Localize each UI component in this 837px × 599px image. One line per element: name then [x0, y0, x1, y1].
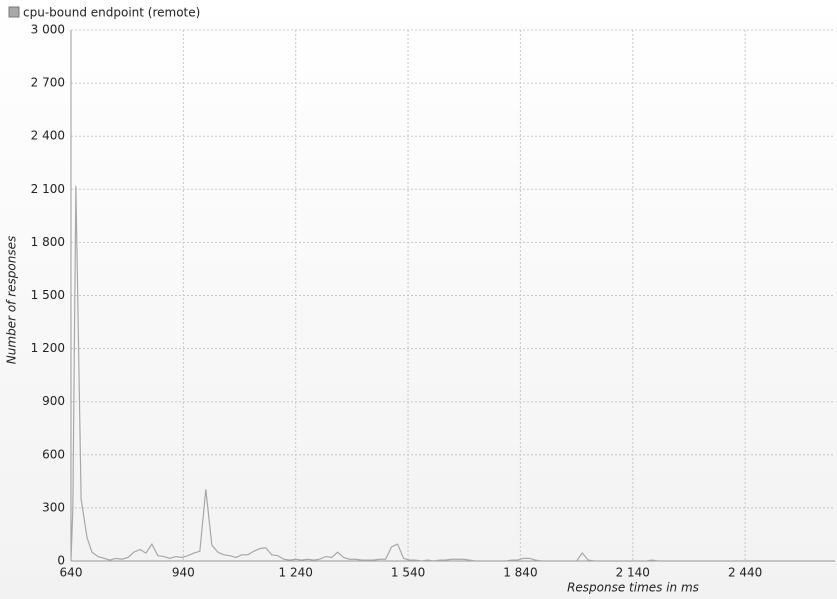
y-tick-label: 1 200 — [31, 341, 65, 355]
y-tick-label: 1 500 — [31, 288, 65, 302]
x-tick-label: 640 — [60, 566, 83, 580]
y-tick-label: 2 400 — [31, 129, 65, 143]
x-tick-label: 1 840 — [503, 566, 537, 580]
y-axis-title: Number of responses — [5, 236, 19, 364]
y-tick-label: 900 — [42, 394, 65, 408]
legend-label: cpu-bound endpoint (remote) — [23, 6, 200, 20]
y-tick-label: 600 — [42, 447, 65, 461]
y-tick-label: 2 700 — [31, 76, 65, 90]
x-tick-label: 1 240 — [279, 566, 313, 580]
x-axis-title: Response times in ms — [567, 581, 699, 595]
y-tick-label: 2 100 — [31, 182, 65, 196]
y-tick-label: 0 — [57, 554, 65, 568]
x-tick-label: 940 — [172, 566, 195, 580]
x-tick-label: 2 140 — [616, 566, 650, 580]
y-tick-label: 1 800 — [31, 235, 65, 249]
legend-swatch — [8, 6, 20, 18]
data-line — [70, 185, 835, 562]
y-tick-label: 300 — [42, 500, 65, 514]
x-tick-label: 2 440 — [728, 566, 762, 580]
x-tick-label: 1 540 — [391, 566, 425, 580]
y-tick-label: 3 000 — [31, 23, 65, 37]
